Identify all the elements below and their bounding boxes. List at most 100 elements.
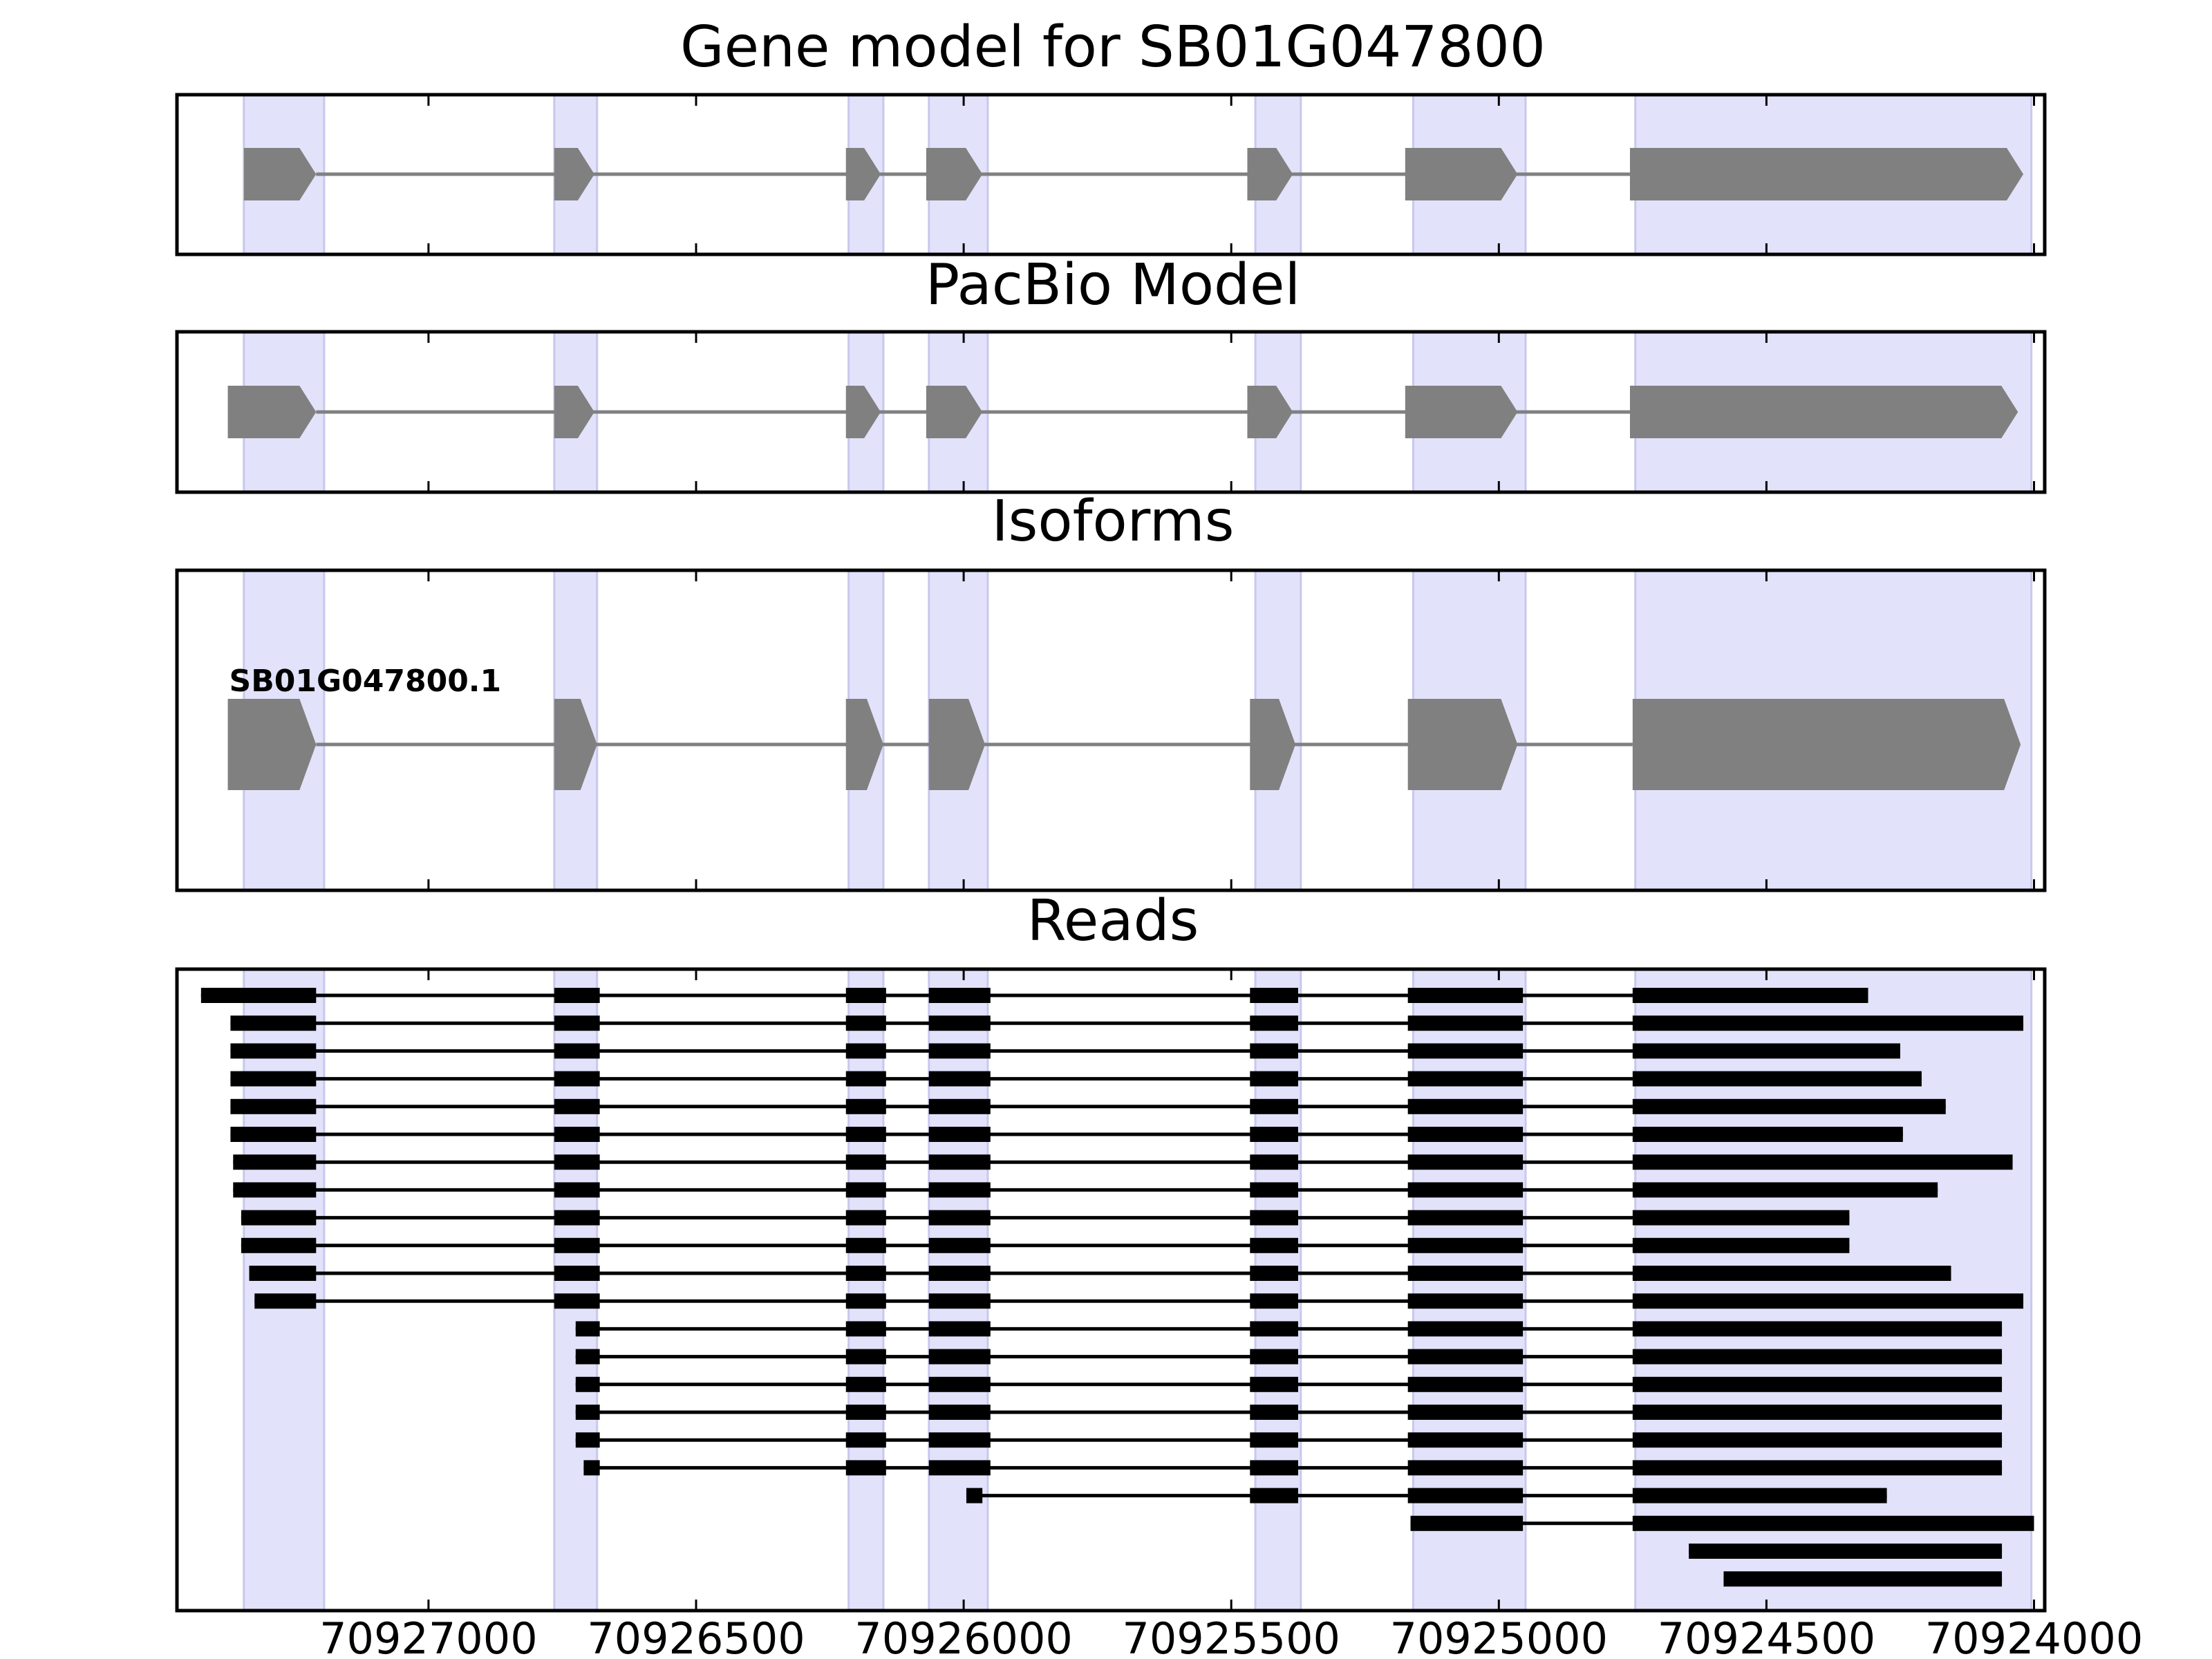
read-row <box>1410 1515 2034 1531</box>
read-exon-block <box>845 1432 886 1448</box>
exon-block <box>554 699 597 790</box>
read-row <box>1689 1544 2003 1559</box>
read-exon-block <box>554 1182 600 1198</box>
read-exon-block <box>1250 1182 1298 1198</box>
read-exon-block <box>1250 1432 1298 1448</box>
read-exon-block <box>575 1321 600 1337</box>
read-exon-block <box>1250 1460 1298 1476</box>
exon-block <box>1250 699 1296 790</box>
read-exon-block <box>1632 1043 1900 1059</box>
x-tick-label: 70925500 <box>1122 1613 1340 1659</box>
read-exon-block <box>1407 1210 1524 1226</box>
read-exon-block <box>254 1293 317 1309</box>
exon-shade-band <box>1634 968 2033 1612</box>
panel-isoforms: SB01G047800.1 <box>175 568 2047 892</box>
read-exon-block <box>1250 1376 1298 1392</box>
read-exon-block <box>1632 1071 1922 1087</box>
read-exon-block <box>1250 1154 1298 1170</box>
exon-block <box>1629 148 2024 200</box>
x-tick-label: 70924000 <box>1925 1613 2144 1659</box>
read-exon-block <box>928 988 991 1003</box>
read-exon-block <box>1407 1154 1524 1170</box>
exon-shade-band <box>847 968 885 1612</box>
read-exon-block <box>1407 1460 1524 1476</box>
exon-block <box>1632 699 2021 790</box>
panel-frame <box>175 967 2047 1613</box>
read-exon-block <box>554 1266 600 1281</box>
read-exon-block <box>1407 1432 1524 1448</box>
exon-block <box>554 386 594 438</box>
panel-frame <box>175 93 2047 256</box>
read-exon-block <box>1250 1071 1298 1087</box>
read-exon-block <box>1632 1488 1887 1503</box>
read-exon-block <box>928 1293 991 1309</box>
exon-shade-band <box>553 968 599 1612</box>
read-exon-block <box>1407 1321 1524 1337</box>
read-exon-block <box>1632 1376 2003 1392</box>
read-exon-block <box>230 1098 317 1114</box>
panel-frame <box>175 330 2047 494</box>
read-exon-block <box>1250 1266 1298 1281</box>
gene-model-title: Gene model for SB01G047800 <box>680 15 1546 80</box>
read-exon-block <box>1632 1098 1946 1114</box>
exon-block <box>845 699 883 790</box>
exon-block <box>1629 386 2018 438</box>
read-exon-block <box>1250 1488 1298 1503</box>
panel-reads <box>175 967 2047 1613</box>
read-exon-block <box>1250 1237 1298 1253</box>
panel-gene-model <box>175 93 2047 256</box>
read-exon-block <box>928 1043 991 1059</box>
read-exon-block <box>928 1015 991 1031</box>
read-exon-block <box>241 1237 317 1253</box>
read-exon-block <box>233 1182 317 1198</box>
read-exon-block <box>928 1266 991 1281</box>
read-row <box>230 1043 1900 1059</box>
read-exon-block <box>1250 1015 1298 1031</box>
read-exon-block <box>1632 1237 1850 1253</box>
x-tick-label: 70925000 <box>1390 1613 1609 1659</box>
read-exon-block <box>1407 1043 1524 1059</box>
read-exon-block <box>1407 1182 1524 1198</box>
read-exon-block <box>583 1460 600 1476</box>
read-exon-block <box>1250 1405 1298 1420</box>
exon-block <box>1405 148 1518 200</box>
read-exon-block <box>575 1376 600 1392</box>
x-axis: 70927000 70926500 70926000 70925500 70925000… <box>319 1613 2143 1659</box>
read-exon-block <box>1632 1127 1903 1142</box>
read-exon-block <box>249 1266 317 1281</box>
read-exon-block <box>1407 1071 1524 1087</box>
read-exon-block <box>1632 988 1868 1003</box>
read-exon-block <box>1632 1210 1850 1226</box>
read-exon-block <box>1407 1376 1524 1392</box>
read-exon-block <box>1407 1405 1524 1420</box>
read-row <box>575 1321 2003 1337</box>
read-exon-block <box>845 1376 886 1392</box>
exon-block <box>926 148 983 200</box>
read-exon-block <box>241 1210 317 1226</box>
read-exon-block <box>1407 1266 1524 1281</box>
exon-block <box>928 699 986 790</box>
isoform-label: SB01G047800.1 <box>229 664 502 699</box>
read-exon-block <box>230 1043 317 1059</box>
panel-frame <box>175 568 2047 892</box>
read-row <box>230 1071 1922 1087</box>
read-exon-block <box>845 1210 886 1226</box>
reads-title: Reads <box>1027 888 1199 954</box>
read-exon-block <box>230 1071 317 1087</box>
read-exon-block <box>928 1349 991 1365</box>
read-exon-block <box>1632 1154 2013 1170</box>
read-exon-block <box>575 1432 600 1448</box>
read-row <box>966 1488 1887 1503</box>
read-exon-block <box>845 1098 886 1114</box>
read-exon-block <box>966 1488 983 1503</box>
read-exon-block <box>554 1071 600 1087</box>
read-exon-block <box>230 1015 317 1031</box>
exon-block <box>926 386 983 438</box>
read-row <box>233 1182 1938 1198</box>
pacbio-model-title: PacBio Model <box>926 252 1301 318</box>
read-exon-block <box>1407 1015 1524 1031</box>
read-exon-block <box>554 1293 600 1309</box>
read-exon-block <box>928 1071 991 1087</box>
read-exon-block <box>928 1376 991 1392</box>
